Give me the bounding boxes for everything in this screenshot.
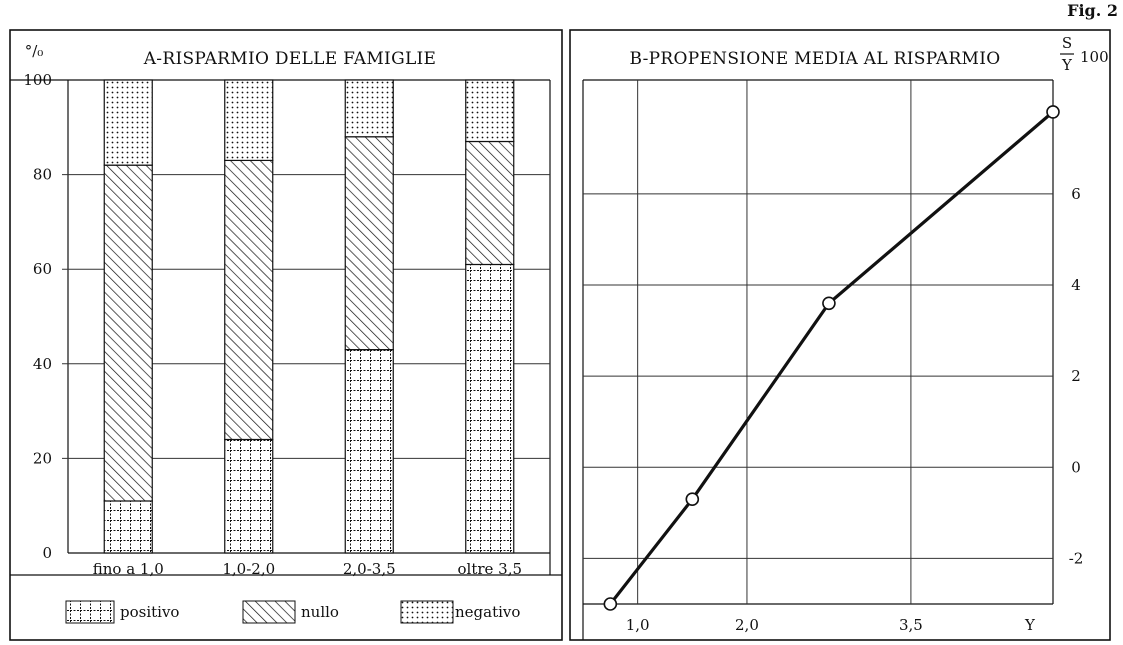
panel-b-y-tick-label: 0 bbox=[1071, 458, 1081, 476]
panel-b-x-ticks: 1,0 2,0 3,5 bbox=[626, 616, 923, 634]
data-point bbox=[822, 296, 836, 311]
legend-label-positivo: positivo bbox=[120, 603, 179, 621]
bar-segment-negativo bbox=[103, 79, 153, 166]
panel-a-legend: positivo nullo negativo bbox=[65, 600, 520, 624]
panel-a-y-tick-label: 80 bbox=[33, 166, 52, 184]
data-point bbox=[685, 492, 700, 507]
bar-segment-positivo bbox=[224, 438, 274, 554]
legend-label-negativo: negativo bbox=[455, 603, 520, 621]
panel-b-frame bbox=[569, 29, 1111, 641]
panel-a-x-tick-label: 1,0-2,0 bbox=[222, 560, 275, 578]
panel-b-x-label: Y bbox=[1024, 616, 1036, 634]
panel-a-y-tick-label: 20 bbox=[33, 449, 52, 467]
panel-b-y-label: S Y 100 bbox=[1060, 34, 1109, 74]
panel-a-x-tick-label: fino a 1,0 bbox=[93, 560, 164, 578]
bar-segment-positivo bbox=[465, 263, 515, 554]
bar-segment-nullo bbox=[344, 136, 394, 351]
panel-b-y-label-denominator: Y bbox=[1061, 56, 1073, 74]
series-line bbox=[609, 110, 1055, 605]
legend-swatch-positivo bbox=[65, 600, 115, 624]
panel-b-y-label-suffix: 100 bbox=[1080, 48, 1109, 66]
panel-a-y-tick-label: 40 bbox=[33, 355, 52, 373]
legend-swatch-negativo bbox=[400, 600, 454, 624]
panel-b-y-label-numerator: S bbox=[1062, 34, 1072, 52]
bar-segment-nullo bbox=[465, 140, 515, 266]
bar-segment-negativo bbox=[465, 79, 515, 143]
bar-segment-negativo bbox=[344, 79, 394, 138]
panel-a-x-tick-label: 2,0-3,5 bbox=[343, 560, 396, 578]
panel-a-x-tick-label: oltre 3,5 bbox=[457, 560, 522, 578]
bar-segment-nullo bbox=[224, 159, 274, 441]
panel-a-y-tick-label: 60 bbox=[33, 260, 52, 278]
panel-b-x-tick-label: 1,0 bbox=[626, 616, 650, 634]
panel-b-y-tick-label: 2 bbox=[1071, 367, 1081, 385]
data-point bbox=[603, 597, 618, 611]
panel-b-title: B-PROPENSIONE MEDIA AL RISPARMIO bbox=[629, 49, 1000, 69]
figure-label: Fig. 2 bbox=[1067, 1, 1118, 20]
panel-a-y-tick-label: 100 bbox=[23, 71, 52, 89]
panel-b-gridlines bbox=[583, 80, 1053, 604]
panel-a-bars bbox=[103, 79, 515, 554]
panel-a-frame bbox=[9, 29, 563, 641]
panel-a-y-ticks: 0 20 40 60 80 100 bbox=[23, 71, 52, 562]
panel-b-x-tick-label: 2,0 bbox=[735, 616, 759, 634]
data-point bbox=[1046, 105, 1060, 119]
panel-b-y-tick-label: -2 bbox=[1069, 549, 1084, 567]
bar-segment-nullo bbox=[103, 164, 153, 502]
panel-a-y-tick-label: 0 bbox=[42, 544, 52, 562]
bar-segment-negativo bbox=[224, 79, 274, 162]
panel-a-y-unit: °/₀ bbox=[25, 42, 44, 60]
panel-b-y-tick-label: 6 bbox=[1071, 185, 1081, 203]
legend-label-nullo: nullo bbox=[301, 603, 339, 621]
legend-swatch-nullo bbox=[242, 600, 296, 624]
panel-b-y-tick-label: 4 bbox=[1071, 276, 1081, 294]
bar-segment-positivo bbox=[344, 349, 394, 554]
panel-a-title: A-RISPARMIO DELLE FAMIGLIE bbox=[143, 49, 437, 69]
panel-b-y-ticks: -2 0 2 4 6 bbox=[1069, 185, 1084, 568]
bar-segment-positivo bbox=[103, 500, 153, 554]
panel-a-x-ticks: fino a 1,0 1,0-2,0 2,0-3,5 oltre 3,5 bbox=[93, 560, 522, 578]
panel-b-x-tick-label: 3,5 bbox=[899, 616, 923, 634]
panel-b-series bbox=[603, 105, 1060, 611]
